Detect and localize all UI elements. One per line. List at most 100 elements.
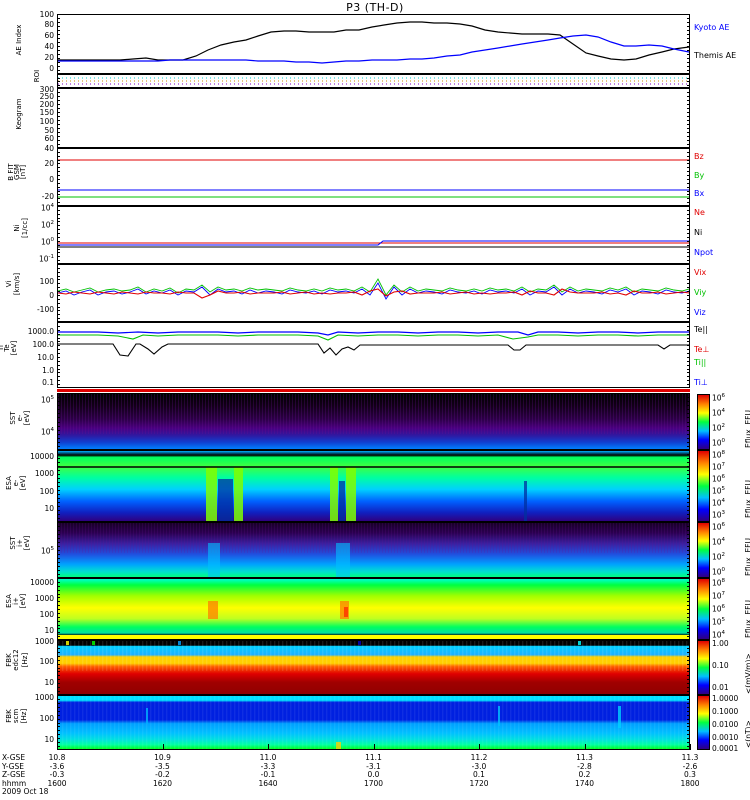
minor-tick [57, 454, 60, 455]
minor-tick [687, 636, 690, 638]
ae-ytick-0: 0 [49, 64, 54, 73]
minor-tick [687, 593, 690, 595]
minor-tick [687, 671, 690, 673]
minor-tick [687, 687, 690, 689]
colorbar-sst-ion [697, 522, 710, 578]
minor-tick [57, 585, 60, 587]
ae-ytick-20: 20 [44, 53, 54, 62]
minor-tick [57, 291, 60, 293]
tite-ytick-1: 1.0 [42, 366, 54, 375]
legend-tiperp: Ti⊥ [694, 378, 708, 387]
minor-tick [687, 182, 690, 184]
minor-tick [57, 706, 60, 708]
minor-tick [57, 279, 60, 281]
minor-tick [687, 706, 690, 708]
minor-tick [687, 108, 690, 109]
fbks-ytick-10: 10 [44, 735, 54, 744]
minor-tick [57, 714, 60, 716]
x-tick-hhmm-0: 1600 [47, 778, 67, 788]
x-axis-row-label-0: X-GSE [2, 753, 26, 762]
minor-tick [57, 691, 60, 693]
minor-tick [687, 291, 690, 293]
minor-tick [687, 734, 690, 736]
page-title: P3 (TH-D) [346, 1, 404, 14]
x-tick-y_gse-2: -3.3 [260, 761, 276, 771]
minor-tick [687, 526, 690, 527]
sste-ytick-1e5: 105 [40, 395, 54, 405]
minor-tick [57, 198, 60, 200]
cb-esae-title: Eflux, EFU [744, 480, 750, 518]
minor-tick [57, 376, 60, 378]
minor-tick [57, 470, 60, 471]
minor-tick [687, 178, 690, 180]
minor-tick [687, 217, 690, 219]
minor-tick [57, 30, 60, 31]
colorbar-fbk-edc12 [697, 640, 710, 695]
minor-tick [687, 325, 690, 327]
vi-ytick-0: 0 [49, 291, 54, 300]
fbk-edc12-spectrogram [58, 641, 689, 694]
minor-tick [57, 163, 60, 165]
panel-ni [57, 206, 690, 264]
minor-tick [57, 718, 60, 720]
minor-tick [57, 190, 60, 192]
minor-tick [57, 140, 60, 141]
cb-fbks-4: 0.0010 [712, 733, 739, 742]
minor-tick [57, 356, 60, 358]
ni-ytick-1em1: 10-1 [38, 254, 54, 264]
minor-tick [687, 186, 690, 188]
panel-ti-te [57, 322, 690, 388]
keo-ytick-100: 100 [39, 117, 54, 126]
minor-tick [687, 437, 690, 439]
x-tick-y_gse-5: -2.8 [577, 761, 592, 771]
minor-tick [57, 425, 60, 427]
x-axis-row-label-1: Y-GSE [2, 761, 24, 771]
minor-tick [687, 585, 690, 587]
x-tick-hhmm-6: 1800 [680, 778, 700, 788]
minor-tick [687, 140, 690, 141]
minor-tick [57, 202, 60, 204]
minor-tick [57, 675, 60, 677]
minor-tick [57, 248, 60, 250]
x-tick-hhmm-1: 1620 [152, 778, 173, 788]
legend-viy: Viy [694, 288, 707, 297]
minor-tick [687, 314, 690, 316]
minor-tick [687, 490, 690, 491]
minor-tick [57, 628, 60, 630]
cb-fbks-5: 0.0001 [712, 744, 739, 753]
minor-tick [57, 364, 60, 366]
minor-tick [57, 620, 60, 622]
minor-tick [57, 655, 60, 657]
minor-tick [687, 482, 690, 483]
minor-tick [687, 510, 690, 511]
cb-ssti-title: Eflux, EFU [744, 538, 750, 576]
x-axis-row-label-2: Z-GSE [2, 770, 26, 780]
minor-tick [57, 490, 60, 491]
minor-tick [687, 171, 690, 173]
minor-tick [687, 34, 690, 35]
minor-tick [687, 462, 690, 463]
esai-ytick-10000: 10000 [30, 578, 54, 587]
x-tick-mark-5 [584, 744, 586, 750]
minor-tick [57, 341, 60, 343]
ae-ytick-100: 100 [39, 10, 54, 19]
minor-tick [57, 667, 60, 669]
minor-tick [57, 679, 60, 681]
minor-tick [687, 70, 690, 71]
minor-tick [687, 58, 690, 59]
minor-tick [57, 632, 60, 634]
minor-tick [57, 306, 60, 308]
x-tick-mark-6 [690, 744, 691, 750]
cb-fbke-1: 1.00 [712, 639, 729, 648]
bfit-ytick-m20: -20 [41, 192, 54, 201]
minor-tick [687, 30, 690, 31]
panel-esa-electron [57, 450, 690, 522]
minor-tick [687, 360, 690, 362]
minor-tick [687, 244, 690, 246]
panel-fbk-edc12 [57, 640, 690, 695]
legend-npot: Npot [694, 248, 714, 257]
minor-tick [687, 730, 690, 732]
ssti-axis-label-3: [eV] [23, 535, 31, 551]
minor-tick [687, 233, 690, 235]
x-tick-z_gse-3: 0.0 [367, 770, 380, 780]
